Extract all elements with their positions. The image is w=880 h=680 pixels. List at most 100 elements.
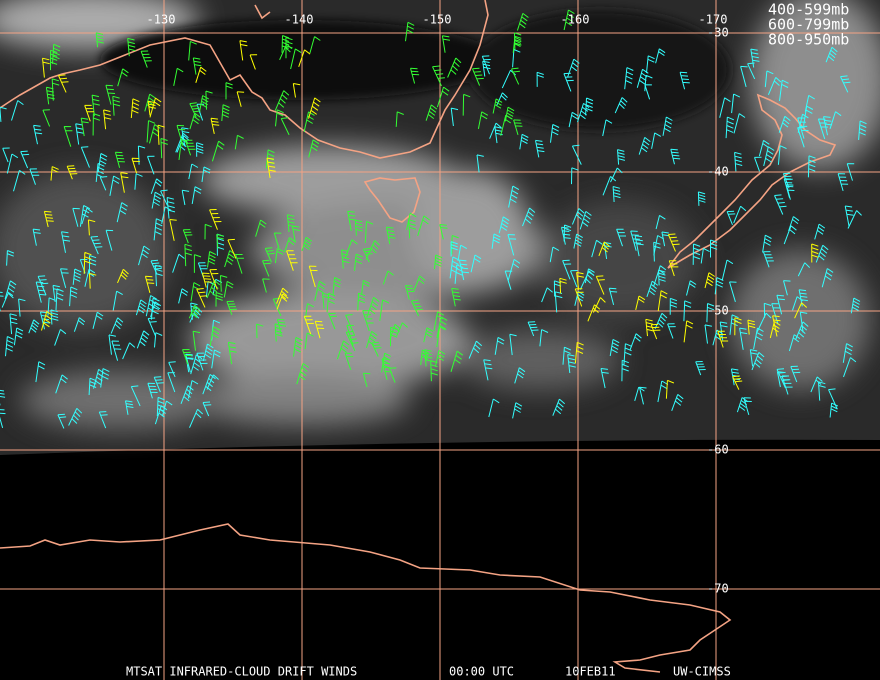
wind-barb (700, 247, 710, 264)
wind-barb (308, 97, 321, 119)
wind-barb (326, 292, 336, 313)
wind-barb (60, 268, 69, 289)
wind-barb (284, 237, 296, 253)
wind-barb (783, 280, 791, 296)
wind-barb (151, 191, 162, 209)
wind-barb (683, 320, 694, 343)
wind-barb (160, 189, 168, 206)
wind-barb (276, 287, 289, 304)
wind-barb (192, 57, 202, 75)
wind-barb (344, 352, 354, 371)
wind-barb (95, 162, 105, 182)
wind-barb (216, 233, 224, 249)
wind-barb (669, 297, 678, 315)
wind-barb (262, 259, 271, 277)
wind-barb (37, 275, 49, 296)
wind-barb (644, 74, 653, 92)
wind-barb (767, 77, 782, 95)
wind-barb (616, 228, 626, 247)
wind-barb (439, 224, 448, 240)
wind-barb (837, 173, 849, 192)
wind-barb (658, 269, 666, 286)
wind-barb (192, 330, 201, 351)
wind-barb (50, 309, 59, 325)
wind-barb (661, 231, 670, 247)
wind-barb (189, 112, 201, 130)
wind-barb (150, 301, 162, 318)
wind-barb (587, 304, 601, 322)
wind-barb (144, 93, 156, 112)
wind-barb (778, 115, 791, 133)
wind-barb (704, 272, 715, 289)
wind-barb (798, 289, 808, 307)
wind-barb (771, 303, 781, 325)
wind-barb (762, 234, 772, 253)
wind-barb (433, 311, 444, 331)
wind-barb (83, 251, 92, 274)
wind-barb (552, 398, 566, 416)
wind-barb (189, 408, 204, 428)
wind-barb (472, 67, 484, 86)
wind-barb (188, 163, 199, 180)
wind-barb (144, 275, 155, 294)
latitude-label: -50 (707, 304, 729, 318)
wind-barb (207, 251, 217, 268)
wind-barb (103, 109, 112, 130)
wind-barb (729, 314, 739, 335)
wind-barb (850, 297, 861, 314)
wind-barb (563, 72, 574, 92)
wind-barb (725, 116, 734, 139)
wind-barb (275, 109, 284, 127)
wind-barb (286, 250, 298, 271)
wind-barb (395, 111, 404, 127)
wind-barb (511, 67, 520, 85)
wind-barb (762, 251, 774, 268)
wind-barb (255, 219, 267, 237)
wind-barb (18, 298, 26, 317)
wind-barb (4, 280, 17, 300)
wind-barb (514, 367, 526, 384)
wind-barb (6, 153, 19, 174)
wind-barb (797, 262, 811, 277)
wind-barb (697, 191, 706, 206)
wind-barb (617, 149, 626, 165)
wind-barb (763, 302, 772, 318)
wind-barb (91, 94, 100, 117)
footer-text: 00:00 UTC (449, 665, 514, 679)
wind-barb (840, 75, 851, 93)
wind-barb (184, 243, 193, 267)
wind-barb (89, 255, 97, 275)
wind-barb (608, 287, 618, 306)
wind-barb (423, 327, 434, 343)
wind-barb (184, 139, 196, 156)
wind-barb (653, 241, 661, 262)
wind-barb (274, 247, 284, 264)
wind-barb (410, 67, 420, 84)
wind-barb (35, 281, 47, 303)
latitude-label: -70 (707, 582, 729, 596)
wind-barb (308, 265, 318, 288)
wind-barb (182, 229, 193, 244)
wind-barb (570, 270, 578, 288)
wind-barb (196, 288, 208, 308)
wind-barb (574, 288, 584, 307)
wind-barb (51, 78, 60, 101)
wind-barb (314, 320, 325, 339)
wind-barb (190, 354, 203, 375)
wind-barb (0, 409, 6, 429)
wind-barb (193, 254, 202, 273)
wind-barb (55, 374, 68, 394)
wind-barb (776, 294, 785, 315)
wind-barb (187, 380, 199, 399)
wind-barb (88, 377, 97, 396)
wind-barb (842, 343, 853, 363)
wind-barb (309, 36, 321, 54)
wind-barb (636, 68, 649, 88)
wind-barb (11, 100, 24, 121)
wind-barb (563, 9, 575, 31)
wind-barb (379, 299, 390, 321)
wind-barb (273, 232, 282, 249)
wind-barb (201, 166, 211, 182)
wind-barb (814, 223, 826, 240)
wind-barb (436, 86, 450, 108)
